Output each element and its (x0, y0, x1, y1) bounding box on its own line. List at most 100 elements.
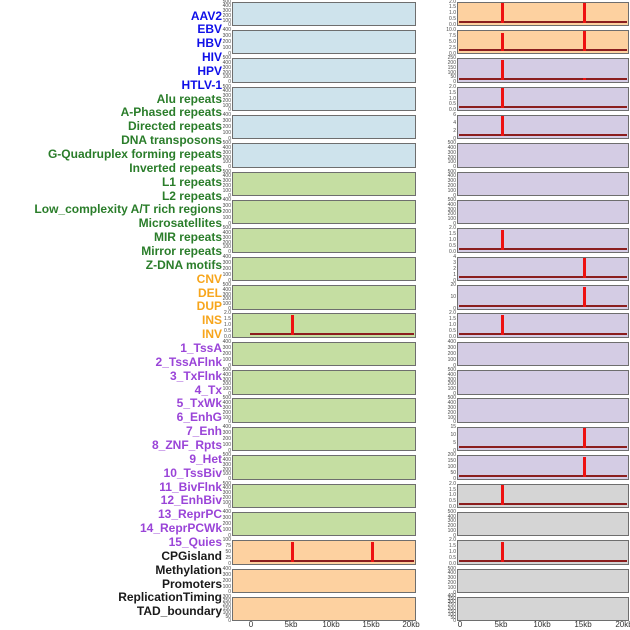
y-tick-label: 300 (222, 461, 231, 468)
y-axis-tick-labels: 500 400 300 200 100 0 (438, 198, 456, 227)
track-label: 3_TxFlnk (169, 368, 222, 383)
y-tick-label: 400 (447, 400, 456, 407)
track-label: HIV (201, 50, 222, 65)
y-tick-label: 1.5 (449, 316, 456, 323)
y-tick-label: 0 (228, 107, 231, 114)
y-tick-label: 500 (222, 0, 231, 5)
track-panel (232, 114, 416, 140)
y-tick-label: 200 (222, 154, 231, 161)
track-panel (457, 29, 629, 55)
x-tick-label: 0 (248, 619, 254, 629)
y-tick-label: 1.0 (449, 10, 456, 17)
y-tick-label: 0.5 (449, 243, 456, 250)
track-label: 11_BivFlnk (159, 479, 222, 494)
track-panel (457, 199, 629, 225)
y-tick-label: 500 (447, 367, 456, 374)
track-label: Low_complexity A/T rich regions (34, 202, 222, 217)
y-axis-tick-labels: 400 300 200 100 0 (213, 113, 231, 142)
signal-spike (582, 77, 586, 80)
y-tick-label: 3 (453, 259, 456, 266)
y-axis-tick-labels: 500 400 300 200 100 0 (213, 168, 231, 199)
y-tick-label: 0 (228, 192, 231, 199)
y-tick-label: 0 (228, 277, 231, 284)
y-tick-label: 300 (222, 64, 231, 71)
y-tick-label: 100 (222, 583, 231, 590)
track-label: Microsatellites (138, 216, 222, 231)
y-tick-label: 300 (222, 376, 231, 383)
y-tick-label: 150 (447, 458, 456, 465)
y-tick-label: 100 (222, 159, 231, 166)
y-tick-label: 400 (222, 111, 231, 118)
y-tick-label: 400 (447, 592, 456, 599)
y-axis-tick-labels: 500 400 300 200 100 0 (213, 396, 231, 425)
y-tick-label: 2.0 (449, 537, 456, 544)
track-label: Inverted repeats (129, 160, 222, 175)
y-tick-label: 0 (228, 362, 231, 369)
y-tick-label: 400 (222, 456, 231, 463)
track-label: 13_ReprPC (157, 507, 222, 522)
y-axis-tick-labels: 400 300 200 100 0 (213, 198, 231, 227)
y-tick-label: 0 (228, 391, 231, 398)
y-tick-label: 1.5 (449, 543, 456, 550)
signal-spike (500, 229, 504, 250)
y-tick-label: 500 (222, 395, 231, 402)
y-tick-label: 50 (225, 549, 231, 556)
signal-baseline (459, 276, 627, 279)
signal-spike (582, 286, 586, 307)
signal-spike (582, 258, 586, 279)
y-tick-label: 100 (222, 537, 231, 544)
track-label: Alu repeats (156, 91, 222, 106)
y-tick-label: 1.0 (449, 549, 456, 556)
y-tick-label: 300 (222, 259, 231, 266)
signal-spike (500, 485, 504, 506)
signal-spike (500, 59, 504, 80)
y-tick-label: 5 (453, 439, 456, 446)
track-panel (457, 398, 629, 423)
track-panel (232, 313, 416, 338)
y-tick-label: 6 (453, 111, 456, 118)
x-tick-label: 20kb (615, 619, 630, 629)
track-panel (457, 455, 629, 480)
y-tick-label: 400 (222, 286, 231, 293)
y-tick-label: 1.0 (224, 322, 231, 329)
y-tick-label: 200 (447, 154, 456, 161)
y-tick-label: 200 (222, 208, 231, 215)
y-tick-label: 100 (222, 610, 231, 617)
y-axis-tick-labels: 400 300 200 100 0 (213, 253, 231, 284)
y-tick-label: 500 (222, 452, 231, 459)
y-tick-label: 300 (222, 429, 231, 436)
y-tick-label: 500 (222, 282, 231, 289)
y-tick-label: 0.0 (449, 107, 456, 114)
y-axis-tick-labels: 300 250 200 150 100 50 0 (213, 594, 231, 625)
y-tick-label: 0 (453, 362, 456, 369)
y-tick-label: 350 (447, 596, 456, 603)
y-tick-label: 400 (222, 253, 231, 260)
y-tick-label: 2.5 (449, 44, 456, 51)
y-tick-label: 300 (222, 344, 231, 351)
y-tick-label: 100 (447, 187, 456, 194)
y-tick-label: 200 (222, 182, 231, 189)
track-panel (457, 370, 629, 395)
track-panel (457, 596, 629, 622)
y-tick-label: 400 (222, 59, 231, 66)
y-tick-label: 0 (228, 476, 231, 483)
signal-spike (582, 428, 586, 449)
y-tick-label: 0 (228, 618, 231, 625)
track-panel (232, 143, 416, 168)
signal-spike (290, 314, 294, 335)
y-tick-label: 500 (222, 168, 231, 175)
y-tick-label: 20 (450, 282, 456, 289)
y-tick-label: 400 (222, 173, 231, 180)
y-tick-label: 0 (453, 476, 456, 483)
track-panel (232, 228, 416, 253)
track-panel (457, 171, 629, 197)
signal-baseline (459, 304, 627, 307)
y-tick-label: 0 (228, 589, 231, 596)
y-tick-label: 0 (453, 192, 456, 199)
y-tick-label: 500 (447, 565, 456, 572)
signal-spike (582, 456, 586, 477)
y-tick-label: 2.0 (449, 480, 456, 487)
y-tick-label: 400 (222, 565, 231, 572)
y-tick-label: 400 (222, 196, 231, 203)
y-tick-label: 1 (453, 271, 456, 278)
